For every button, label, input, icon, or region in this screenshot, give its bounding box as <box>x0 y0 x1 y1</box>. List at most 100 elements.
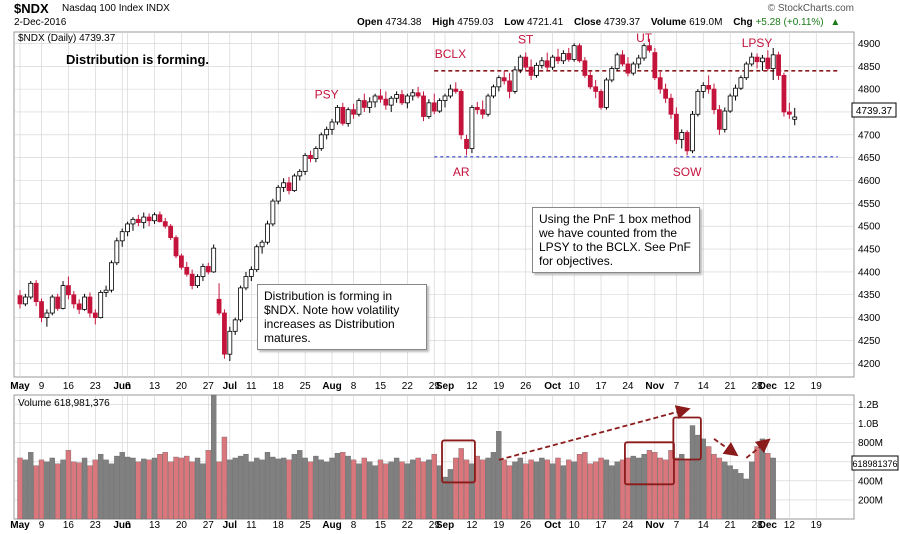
volume-bar <box>576 453 583 520</box>
candle-body <box>480 109 486 115</box>
volume-bar <box>469 463 475 520</box>
candle-body <box>76 303 82 310</box>
candle-body <box>329 121 335 130</box>
candle-body <box>464 138 469 149</box>
volume-x-tick-label: Sep <box>436 520 454 531</box>
candlesticks <box>17 38 798 362</box>
volume-bar <box>463 459 470 520</box>
volume-bar <box>517 457 523 520</box>
volume-bar <box>119 452 125 520</box>
volume-bar <box>318 459 324 520</box>
candle-body <box>550 56 556 68</box>
candle-body <box>152 214 157 222</box>
candle-body <box>749 56 755 65</box>
volume-bar <box>356 463 362 520</box>
volume-bar <box>65 450 72 520</box>
last-price-tag-text: 4739.37 <box>856 106 893 117</box>
candle-body <box>652 52 658 79</box>
candle-body <box>71 294 77 305</box>
volume-bar <box>619 459 626 520</box>
volume-bar <box>415 457 421 520</box>
volume-bar <box>458 448 464 520</box>
volume-x-tick-label: 27 <box>203 520 215 531</box>
candle-body <box>437 100 443 112</box>
volume-bar <box>399 461 405 520</box>
volume-bar <box>124 456 131 520</box>
candle-body <box>232 319 238 332</box>
volume-trend-arrow <box>745 438 771 459</box>
volume-bar <box>345 455 351 520</box>
candle-body <box>92 312 98 318</box>
price-x-tick-label: 12 <box>784 381 796 392</box>
volume-bar <box>302 457 308 520</box>
price-x-tick-label: 15 <box>375 381 387 392</box>
volume-bar <box>157 453 163 520</box>
volume-bar <box>22 459 29 520</box>
volume-bar <box>528 459 534 520</box>
volume-x-tick-label: 18 <box>273 520 285 531</box>
volume-x-tick-label: May <box>10 520 30 531</box>
price-x-tick-label: May <box>10 381 30 392</box>
volume-bar <box>544 459 550 520</box>
note-distribution: Distribution is forming in $NDX. Note ho… <box>257 284 427 350</box>
volume-bar <box>598 457 604 520</box>
volume-bar <box>227 459 233 520</box>
candle-body <box>388 97 394 106</box>
price-x-tick-label: 6 <box>125 381 131 392</box>
price-tick-label: 4450 <box>858 245 881 256</box>
candle-body <box>695 91 701 115</box>
volume-x-tick-label: 11 <box>246 520 257 531</box>
open-label: Open <box>357 17 383 28</box>
candle-body <box>781 75 787 113</box>
candle-body <box>517 56 523 71</box>
candle-body <box>195 276 200 287</box>
candle-body <box>614 54 620 69</box>
volume-bar <box>582 452 588 520</box>
price-tick-label: 4650 <box>858 153 881 164</box>
candle-body <box>351 109 356 115</box>
volume-bar <box>254 457 260 520</box>
candle-body <box>711 88 717 111</box>
wyckoff-label: LPSY <box>742 36 773 50</box>
volume-x-tick-label: 23 <box>90 520 102 531</box>
candle-body <box>625 63 631 74</box>
price-x-tick-label: 18 <box>273 381 285 392</box>
price-tick-label: 4400 <box>858 267 881 278</box>
volume-bar <box>566 459 572 520</box>
note-pnf-count: Using the PnF 1 box method we have count… <box>532 207 700 273</box>
volume-bar <box>587 463 593 520</box>
candle-body <box>743 63 749 79</box>
price-x-tick-label: Dec <box>759 381 778 392</box>
volume-panel: 200M400M600M800M1.0B1.2B Volume 618,981,… <box>13 394 899 520</box>
volume-bar <box>297 450 303 520</box>
price-panel: PSY BCLX ST UT LPSY AR SOW 4200 4250 4300 4350 440… <box>13 31 897 378</box>
candle-body <box>340 106 346 124</box>
volume-bar <box>87 465 93 520</box>
candle-body <box>776 54 781 76</box>
candle-body <box>404 95 410 104</box>
volume-bar <box>770 457 776 520</box>
candle-body <box>297 170 303 177</box>
price-x-tick-label: 29 <box>429 381 441 392</box>
volume-bar <box>383 463 389 520</box>
candle-body <box>604 79 609 108</box>
candle-body <box>259 241 265 248</box>
volume-bar <box>141 458 147 520</box>
low-label: Low <box>504 17 525 28</box>
candle-body <box>566 53 572 60</box>
price-x-tick-label: 27 <box>203 381 215 392</box>
volume-bar <box>264 452 271 520</box>
price-tick-label: 4500 <box>858 222 881 233</box>
price-y-axis: 4200 4250 4300 4350 4400 4450 4500 4550 4600 4650… <box>858 39 881 370</box>
candle-body <box>636 57 642 65</box>
price-tick-label: 4850 <box>858 62 881 73</box>
volume-x-tick-label: 26 <box>520 520 532 531</box>
candle-body <box>431 102 437 112</box>
volume-bar <box>743 478 749 520</box>
candle-body <box>114 240 120 264</box>
candle-body <box>765 57 771 69</box>
candle-body <box>211 247 217 273</box>
volume-bar <box>593 461 599 520</box>
volume-bar <box>501 459 507 520</box>
